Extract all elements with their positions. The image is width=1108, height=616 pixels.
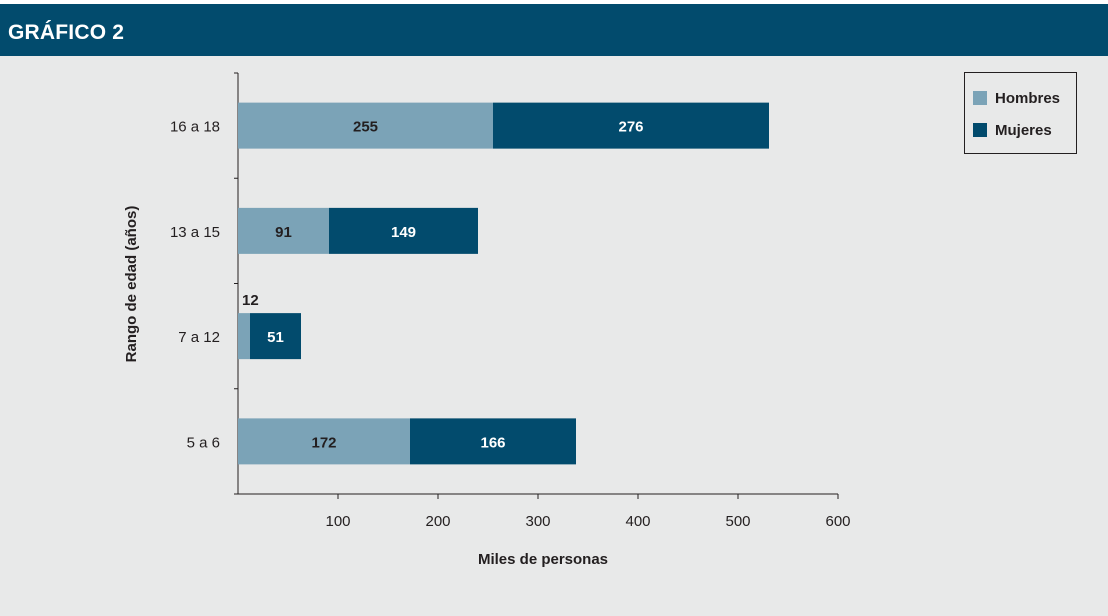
data-label-mujeres: 276 bbox=[618, 119, 643, 136]
bar-mujeres bbox=[410, 418, 576, 465]
data-label-hombres: 255 bbox=[353, 119, 378, 136]
bar-hombres bbox=[238, 313, 250, 360]
bar-hombres bbox=[238, 418, 410, 465]
legend-swatch-hombres bbox=[973, 91, 987, 105]
x-tick-label: 100 bbox=[325, 513, 350, 530]
legend-label-mujeres: Mujeres bbox=[995, 121, 1052, 139]
bar-mujeres bbox=[250, 313, 301, 360]
data-label-hombres: 12 bbox=[242, 292, 259, 309]
data-label-mujeres: 149 bbox=[391, 224, 416, 241]
x-tick-label: 400 bbox=[625, 513, 650, 530]
chart-legend: Hombres Mujeres bbox=[964, 72, 1077, 154]
y-tick-label: 16 a 18 bbox=[170, 119, 220, 136]
y-tick-label: 7 a 12 bbox=[178, 329, 220, 346]
legend-label-hombres: Hombres bbox=[995, 89, 1061, 107]
x-axis-title: Miles de personas bbox=[478, 551, 608, 568]
chart-axes: 100 200 300 400 500 600 Miles de personas Rango… bbox=[123, 72, 851, 568]
legend-swatch-mujeres bbox=[973, 123, 987, 137]
data-label-hombres: 91 bbox=[275, 224, 292, 241]
y-tick-label: 5 a 6 bbox=[187, 434, 220, 451]
chart-header-title: GRÁFICO 2 bbox=[8, 21, 125, 44]
bar-hombres bbox=[238, 207, 329, 254]
y-axis-title: Rango de edad (años) bbox=[123, 206, 140, 363]
chart-labels: 16 a 18 255 276 13 a 15 91 149 7 a 12 12 51 5 a 6… bbox=[170, 119, 644, 452]
chart-bars bbox=[238, 102, 769, 465]
y-tick-label: 13 a 15 bbox=[170, 224, 220, 241]
x-tick-label: 600 bbox=[825, 513, 850, 530]
chart-header: GRÁFICO 2 bbox=[0, 4, 1108, 56]
bar-mujeres bbox=[329, 207, 478, 254]
x-tick-label: 200 bbox=[425, 513, 450, 530]
x-tick-label: 300 bbox=[525, 513, 550, 530]
data-label-mujeres: 166 bbox=[480, 434, 505, 451]
bar-mujeres bbox=[493, 102, 769, 149]
legend-item-mujeres: Mujeres bbox=[973, 120, 1052, 140]
bar-hombres bbox=[238, 102, 493, 149]
x-tick-label: 500 bbox=[725, 513, 750, 530]
data-label-mujeres: 51 bbox=[267, 329, 284, 346]
data-label-hombres: 172 bbox=[311, 434, 336, 451]
legend-item-hombres: Hombres bbox=[973, 88, 1060, 108]
